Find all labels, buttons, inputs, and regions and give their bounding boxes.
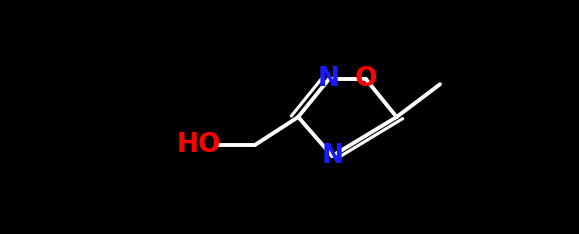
Text: HO: HO (177, 132, 221, 158)
Text: N: N (321, 143, 343, 169)
Text: N: N (318, 66, 340, 92)
Text: O: O (354, 66, 377, 92)
